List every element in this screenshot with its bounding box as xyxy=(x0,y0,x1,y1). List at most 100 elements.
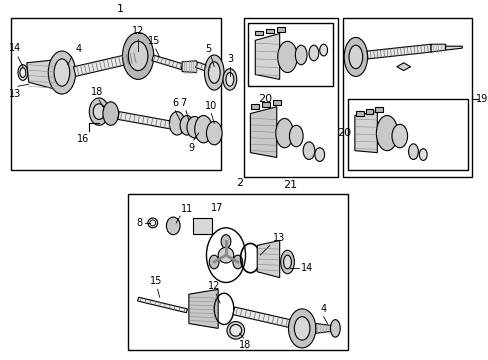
Ellipse shape xyxy=(344,37,367,76)
Ellipse shape xyxy=(288,309,315,348)
Text: 5: 5 xyxy=(204,44,211,54)
Ellipse shape xyxy=(48,51,76,94)
Ellipse shape xyxy=(18,65,28,80)
Ellipse shape xyxy=(180,116,193,135)
Polygon shape xyxy=(182,61,196,73)
Ellipse shape xyxy=(314,148,324,161)
Text: 4: 4 xyxy=(320,304,326,314)
Polygon shape xyxy=(366,44,430,59)
Ellipse shape xyxy=(93,104,105,120)
Polygon shape xyxy=(445,46,461,50)
Polygon shape xyxy=(276,27,284,32)
Ellipse shape xyxy=(206,121,222,145)
Ellipse shape xyxy=(225,73,233,86)
Ellipse shape xyxy=(275,118,293,148)
Ellipse shape xyxy=(147,218,157,228)
Text: 4: 4 xyxy=(76,44,81,54)
Polygon shape xyxy=(354,112,377,153)
Bar xyxy=(248,23,333,86)
Polygon shape xyxy=(251,104,259,109)
Ellipse shape xyxy=(89,98,109,125)
Polygon shape xyxy=(137,297,187,313)
Ellipse shape xyxy=(408,144,418,159)
Ellipse shape xyxy=(221,235,230,248)
Ellipse shape xyxy=(303,142,314,159)
Bar xyxy=(11,18,221,170)
Polygon shape xyxy=(255,31,263,35)
Polygon shape xyxy=(365,109,373,113)
Ellipse shape xyxy=(295,45,306,65)
Ellipse shape xyxy=(391,124,407,148)
Ellipse shape xyxy=(376,116,397,151)
Polygon shape xyxy=(250,107,276,158)
Text: 13: 13 xyxy=(9,89,21,99)
Polygon shape xyxy=(188,289,218,328)
Ellipse shape xyxy=(280,250,294,274)
Text: 19: 19 xyxy=(475,94,487,104)
Polygon shape xyxy=(262,102,269,107)
Ellipse shape xyxy=(209,255,219,269)
Ellipse shape xyxy=(277,41,297,73)
Ellipse shape xyxy=(308,45,318,61)
Text: 20: 20 xyxy=(258,94,271,104)
Text: 2: 2 xyxy=(236,178,243,188)
Ellipse shape xyxy=(330,320,340,337)
Ellipse shape xyxy=(128,41,147,71)
Ellipse shape xyxy=(289,125,303,147)
Ellipse shape xyxy=(419,149,426,161)
Text: 11: 11 xyxy=(181,204,193,214)
Text: 8: 8 xyxy=(137,218,142,228)
Ellipse shape xyxy=(194,116,212,143)
Ellipse shape xyxy=(186,117,202,138)
Ellipse shape xyxy=(54,59,70,86)
Ellipse shape xyxy=(204,55,224,90)
Text: 14: 14 xyxy=(9,43,21,53)
Polygon shape xyxy=(396,63,410,71)
Text: 15: 15 xyxy=(147,36,160,46)
Ellipse shape xyxy=(232,255,242,269)
Text: 10: 10 xyxy=(205,101,217,111)
Text: 6: 6 xyxy=(172,98,178,108)
Bar xyxy=(128,194,347,350)
Polygon shape xyxy=(355,111,363,116)
Text: 9: 9 xyxy=(188,143,195,153)
Text: 3: 3 xyxy=(226,54,232,64)
Polygon shape xyxy=(315,324,331,333)
Ellipse shape xyxy=(348,45,362,69)
Text: 15: 15 xyxy=(149,276,162,287)
Polygon shape xyxy=(430,44,445,52)
Text: 7: 7 xyxy=(179,98,185,108)
Bar xyxy=(343,18,471,177)
Ellipse shape xyxy=(166,217,180,235)
Text: 16: 16 xyxy=(77,134,89,144)
Text: 18: 18 xyxy=(91,87,103,97)
Ellipse shape xyxy=(20,68,26,77)
Text: 12: 12 xyxy=(132,26,144,36)
Ellipse shape xyxy=(208,62,220,83)
Ellipse shape xyxy=(226,321,244,339)
Text: 12: 12 xyxy=(208,281,220,291)
Polygon shape xyxy=(257,240,279,278)
Ellipse shape xyxy=(294,317,309,340)
Polygon shape xyxy=(232,307,290,327)
Text: 1: 1 xyxy=(117,4,124,14)
Ellipse shape xyxy=(319,44,327,56)
Text: 14: 14 xyxy=(301,263,313,273)
Text: 21: 21 xyxy=(283,180,297,190)
Bar xyxy=(243,18,338,177)
Ellipse shape xyxy=(223,69,236,90)
Bar xyxy=(347,99,467,170)
Text: 18: 18 xyxy=(239,340,251,350)
Polygon shape xyxy=(272,100,280,105)
Polygon shape xyxy=(195,62,211,72)
Ellipse shape xyxy=(169,112,184,135)
Polygon shape xyxy=(118,112,173,129)
Ellipse shape xyxy=(122,32,153,80)
Polygon shape xyxy=(152,55,183,69)
Polygon shape xyxy=(73,52,139,76)
Ellipse shape xyxy=(149,220,155,226)
Polygon shape xyxy=(265,28,273,33)
Polygon shape xyxy=(375,107,383,112)
Polygon shape xyxy=(27,60,55,89)
Ellipse shape xyxy=(229,324,241,336)
